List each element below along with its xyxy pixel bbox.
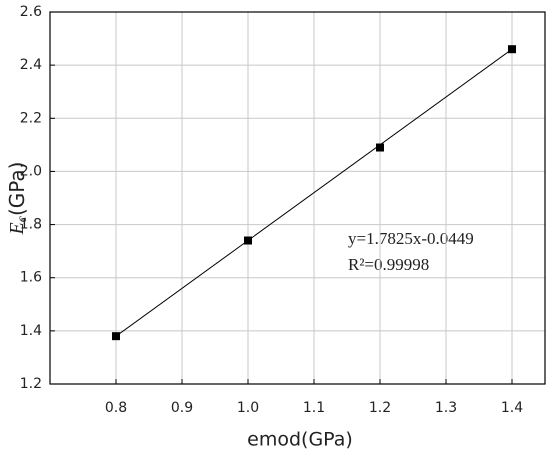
x-axis-label: emod(GPa)	[247, 429, 353, 451]
y-tick-label: 2.2	[20, 110, 42, 126]
annotation: R²=0.99998	[348, 255, 429, 274]
point	[244, 236, 252, 245]
plot-frame	[49, 11, 546, 385]
y-tick-label: 2.4	[20, 57, 42, 73]
x-tick-label: 1.2	[369, 400, 391, 416]
x-tick-label: 1.4	[501, 400, 523, 416]
y-label-unit: (GPa)	[5, 162, 29, 217]
y-tick-label: 2.6	[20, 4, 42, 20]
y-tick-label: 1.4	[20, 323, 42, 339]
y-tick-label: 1.2	[20, 376, 42, 392]
x-tick-label: 1.0	[237, 400, 259, 416]
y-axis-label: Ec(GPa)	[5, 162, 31, 236]
y-tick-label: 2.0	[20, 163, 42, 179]
point	[376, 143, 384, 152]
x-tick-label: 0.8	[105, 400, 127, 416]
x-tick-label: 0.9	[171, 400, 193, 416]
annotation: y=1.7825x-0.0449	[348, 229, 474, 248]
y-tick-label: 1.6	[20, 270, 42, 286]
y-label-symbol: E	[6, 222, 28, 235]
y-tick-label: 1.8	[20, 217, 42, 233]
point	[112, 332, 120, 341]
y-label-subscript: c	[15, 215, 30, 222]
point	[508, 45, 516, 54]
x-tick-label: 1.3	[435, 400, 457, 416]
fit-line	[115, 48, 513, 337]
x-tick-label: 1.1	[303, 400, 325, 416]
